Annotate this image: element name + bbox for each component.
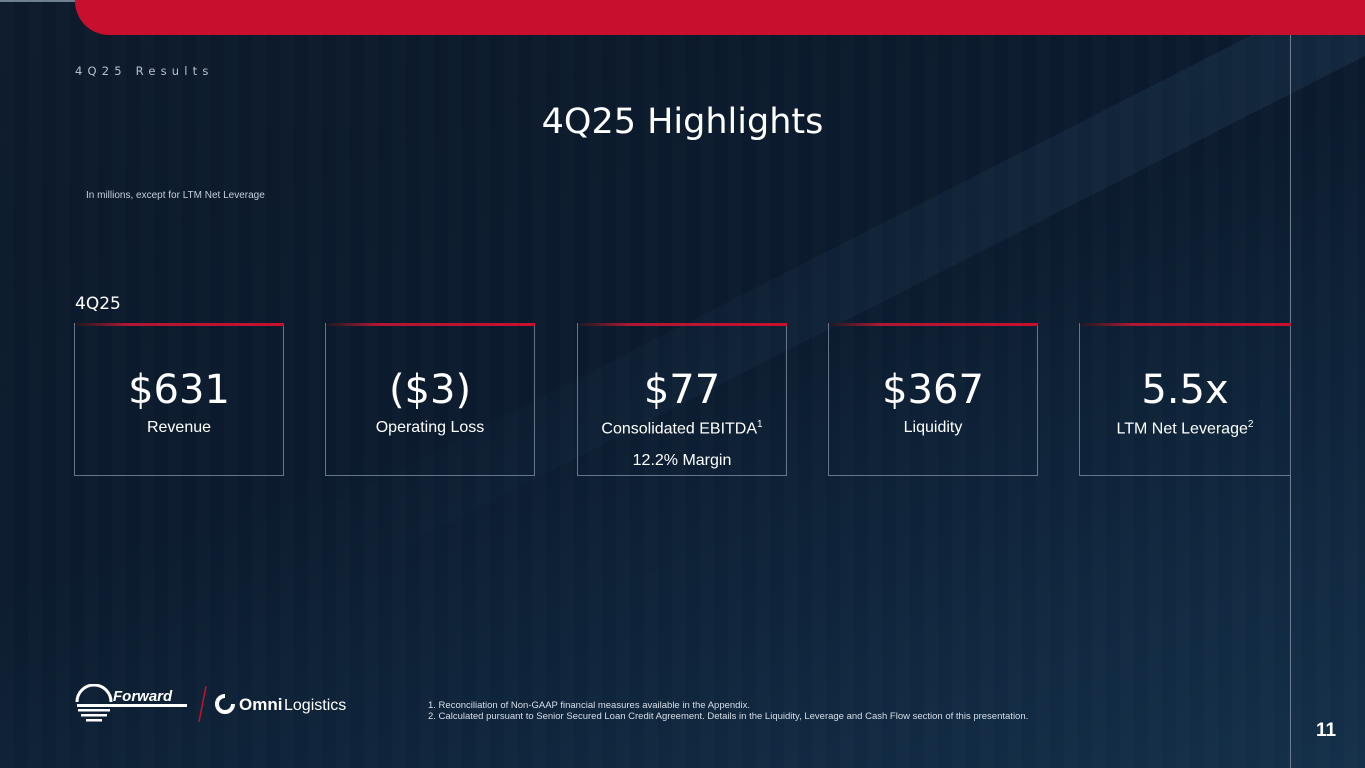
card-value: ($3): [388, 367, 472, 413]
card-liquidity: $367 Liquidity: [828, 323, 1038, 476]
card-value: $77: [643, 367, 721, 413]
card-label: Operating Loss: [375, 419, 485, 436]
footnote-ref: 1: [757, 419, 763, 430]
header-red-bar: [75, 0, 1365, 35]
card-label: Liquidity: [903, 419, 963, 436]
card-label-text: LTM Net Leverage: [1116, 420, 1248, 438]
footnote-ref: 2: [1247, 419, 1254, 430]
card-net-leverage: 5.5x LTM Net Leverage2: [1079, 323, 1291, 476]
svg-text:Logistics: Logistics: [284, 697, 346, 714]
card-label: Revenue: [146, 419, 212, 436]
page-title: 4Q25 Highlights: [541, 102, 824, 142]
page-number: 11: [1316, 720, 1337, 741]
omni-logistics-logo: Omni Logistics: [215, 694, 346, 714]
company-logos: Forward Omni Logistics: [75, 684, 346, 723]
card-value: 5.5x: [1141, 367, 1229, 413]
footnote: 2. Calculated pursuant to Senior Secured…: [428, 711, 1029, 722]
footnotes: 1. Reconciliation of Non-GAAP financial …: [428, 700, 1028, 722]
footnote: 1. Reconciliation of Non-GAAP financial …: [428, 700, 750, 711]
card-revenue: $631 Revenue: [74, 323, 284, 476]
card-ebitda: $77 Consolidated EBITDA1 12.2% Margin: [577, 323, 787, 476]
card-sublabel: 12.2% Margin: [632, 452, 732, 470]
card-operating-loss: ($3) Operating Loss: [325, 323, 535, 476]
svg-text:Omni: Omni: [239, 695, 282, 714]
forward-logo: Forward: [75, 684, 187, 722]
card-value: $631: [128, 367, 230, 413]
top-accent-line: [0, 0, 102, 2]
svg-text:Forward: Forward: [113, 688, 173, 705]
units-note: In millions, except for LTM Net Leverage: [86, 190, 265, 201]
section-label: 4Q25 Results: [75, 64, 214, 78]
card-label: Consolidated EBITDA1: [578, 419, 786, 438]
card-label: LTM Net Leverage2: [1080, 419, 1290, 438]
card-label-text: Consolidated EBITDA: [601, 420, 758, 438]
card-value: $367: [882, 367, 984, 413]
period-label: 4Q25: [75, 294, 121, 314]
